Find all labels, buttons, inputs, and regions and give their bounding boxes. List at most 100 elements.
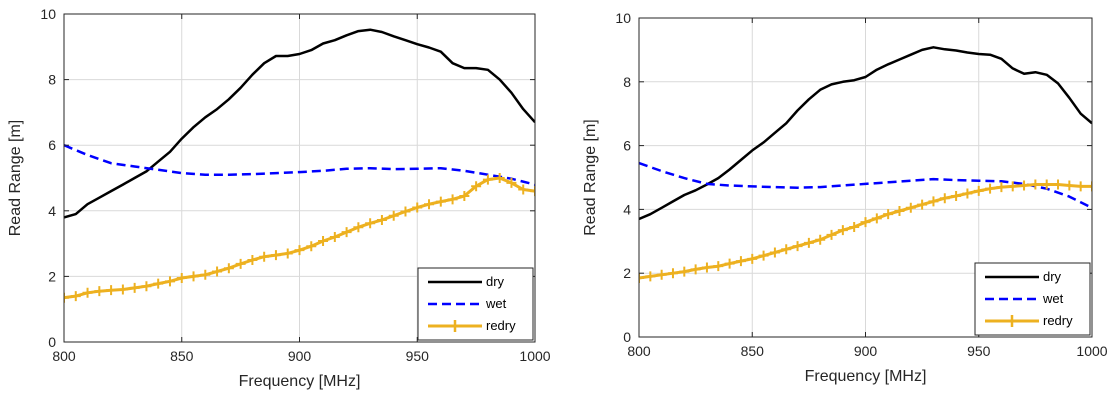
chart-1-point-redry (376, 214, 387, 225)
chart-2-point-redry (690, 264, 701, 275)
chart-2-point-redry (781, 244, 792, 255)
chart-2-point-redry (1041, 179, 1052, 190)
chart-2-point-redry (905, 202, 916, 213)
chart-2-y-tick-label: 6 (623, 138, 631, 154)
chart-2-series-redry (639, 179, 1092, 283)
chart-1-point-redry (94, 286, 105, 297)
chart-2-x-axis-label: Frequency [MHz] (805, 368, 927, 385)
chart-2-point-redry (871, 213, 882, 224)
chart-2-x-tick-label: 1000 (1076, 343, 1107, 359)
chart-2-legend-box (974, 262, 1091, 336)
chart-1-legend-label-dry: dry (486, 274, 505, 289)
chart-1-series-wet (64, 144, 535, 186)
chart-1-y-tick-label: 2 (48, 268, 56, 284)
chart-1-legend-label-redry: redry (486, 318, 516, 333)
chart-2-point-redry (815, 234, 826, 245)
chart-1-point-redry (294, 245, 305, 256)
chart-1-point-redry (329, 232, 340, 243)
chart-2-x-tick-label: 850 (741, 343, 765, 359)
chart-2-point-redry (996, 182, 1007, 193)
chart-2-point-redry (1075, 181, 1086, 192)
chart-1-point-redry (141, 281, 152, 292)
chart-svg: 800 850 900 950 1000 0 2 4 6 8 10 Frequency [MHz] Re… (7, 6, 551, 390)
chart-2-point-redry (1053, 179, 1064, 190)
chart-1-point-redry (176, 273, 187, 284)
chart-1-point-redry (530, 186, 535, 197)
chart-1-point-redry (247, 255, 258, 265)
chart-1-point-redry (318, 235, 329, 246)
chart-1-x-tick-label: 850 (170, 348, 194, 364)
chart-1-point-redry (188, 271, 199, 282)
chart-2-legend-label-wet: wet (1042, 291, 1064, 306)
chart-2-point-redry (826, 229, 837, 240)
chart-1-legend-label-wet: wet (485, 296, 507, 311)
chart-1-point-redry (447, 194, 458, 205)
chart-1-point-redry (435, 196, 446, 207)
chart-2-legend-label-redry: redry (1043, 313, 1073, 328)
chart-2-point-redry (667, 268, 678, 279)
chart-svg: 800 850 900 950 1000 0 2 4 6 8 10 Frequency [MHz] Re… (582, 10, 1108, 385)
chart-1-y-axis-label: Read Range [m] (7, 120, 24, 237)
chart-left: 800 850 900 950 1000 0 2 4 6 8 10 Frequency [MHz] Re… (0, 0, 557, 401)
chart-2-point-redry (917, 199, 928, 210)
chart-1-point-redry (506, 177, 517, 188)
chart-2-point-redry (894, 205, 905, 216)
chart-1-legend: dry wet redry (417, 267, 534, 341)
chart-1-point-redry (153, 278, 164, 289)
chart-1-point-redry (353, 222, 364, 233)
chart-1-series-redry (64, 173, 535, 303)
chart-2-point-redry (758, 250, 769, 261)
chart-1-point-redry (388, 210, 399, 221)
chart-2-point-redry (837, 225, 848, 236)
chart-2-point-redry (1030, 179, 1041, 190)
chart-2-point-redry (1064, 180, 1075, 191)
chart-1-x-axis-label: Frequency [MHz] (239, 373, 361, 390)
chart-2-point-redry (962, 188, 973, 199)
chart-1-point-redry (282, 248, 293, 259)
chart-2-point-redry (713, 261, 724, 272)
chart-1-point-redry (200, 269, 211, 280)
chart-1-point-redry (365, 218, 376, 229)
chart-2-point-redry (973, 185, 984, 196)
chart-2-y-tick-label: 2 (623, 265, 631, 281)
chart-2-point-redry (860, 217, 871, 228)
chart-2-line-dry (639, 46, 1092, 221)
chart-2-point-redry (849, 221, 860, 232)
chart-1-series-dry (64, 28, 535, 219)
chart-2-y-tick-label: 10 (615, 10, 631, 26)
chart-1-point-redry (494, 173, 505, 183)
chart-2-point-redry (939, 193, 950, 204)
chart-1-point-redry (117, 284, 128, 295)
chart-1-point-redry (70, 291, 81, 302)
chart-2-point-redry (735, 256, 746, 267)
chart-2-point-redry (1007, 181, 1018, 192)
chart-1-x-tick-label: 1000 (519, 348, 550, 364)
chart-1-x-tick-label: 800 (52, 348, 76, 364)
chart-2-x-tick-label: 950 (967, 343, 991, 359)
chart-1-y-tick-label: 4 (48, 203, 56, 219)
chart-2-point-redry (1019, 180, 1030, 191)
chart-2-y-tick-label: 0 (623, 329, 631, 345)
chart-1-y-tick-label: 0 (48, 334, 56, 350)
chart-1-y-tick-label: 8 (48, 72, 56, 88)
chart-1-line-dry (64, 28, 535, 219)
chart-2-point-redry (883, 209, 894, 220)
chart-2-point-redry (792, 241, 803, 252)
chart-1-point-redry (482, 174, 493, 185)
chart-2-y-axis-label: Read Range [m] (582, 119, 599, 236)
chart-1-point-redry (82, 287, 93, 298)
chart-1-x-tick-label: 950 (406, 348, 430, 364)
chart-1-legend-marker-redry (449, 320, 461, 332)
chart-2-point-redry (803, 237, 814, 248)
chart-1-line-wet (64, 144, 535, 186)
chart-2-x-tick-label: 900 (854, 343, 878, 359)
chart-1-point-redry (341, 227, 352, 238)
chart-2-y-tick-label: 4 (623, 201, 631, 217)
chart-1-point-redry (223, 263, 234, 274)
chart-1-point-redry (164, 276, 175, 287)
chart-2-y-tick-label: 8 (623, 74, 631, 90)
chart-2-series-wet (639, 161, 1092, 209)
chart-2-point-redry (951, 191, 962, 202)
chart-2-point-redry (645, 271, 656, 282)
chart-2-point-redry (724, 258, 735, 269)
